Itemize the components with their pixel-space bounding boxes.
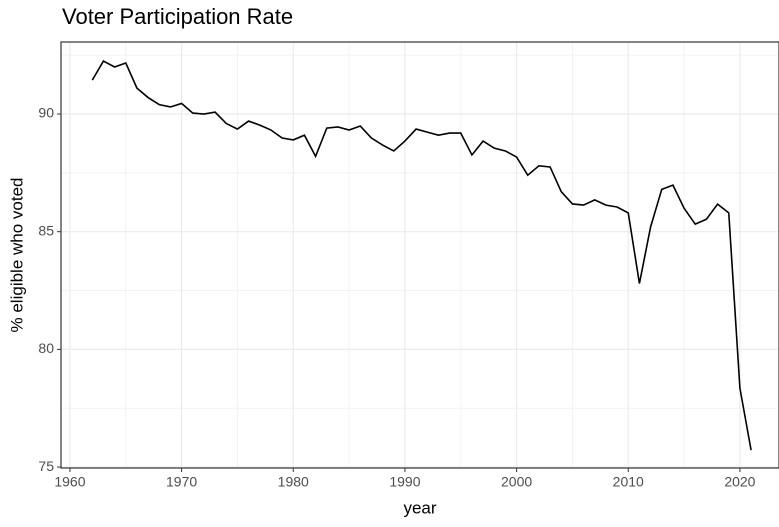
x-tick-label: 1980	[278, 474, 309, 490]
panel-border	[60, 41, 779, 469]
chart-title: Voter Participation Rate	[62, 4, 293, 29]
x-tick-label: 1960	[54, 474, 85, 490]
line	[91, 59, 752, 451]
x-tick-label: 1990	[389, 474, 420, 490]
y-tick-label: 85	[38, 222, 54, 238]
x-axis-label: year	[403, 498, 436, 517]
x-tick-label: 2010	[613, 474, 644, 490]
x-tick-label: 2020	[724, 474, 755, 490]
x-tick-label: 2000	[501, 474, 532, 490]
y-axis-label: % eligible who voted	[7, 178, 26, 333]
y-tick-label: 90	[38, 105, 54, 121]
x-tick-label: 1970	[166, 474, 197, 490]
y-tick-label: 80	[38, 340, 54, 356]
y-tick-label: 75	[38, 458, 54, 474]
